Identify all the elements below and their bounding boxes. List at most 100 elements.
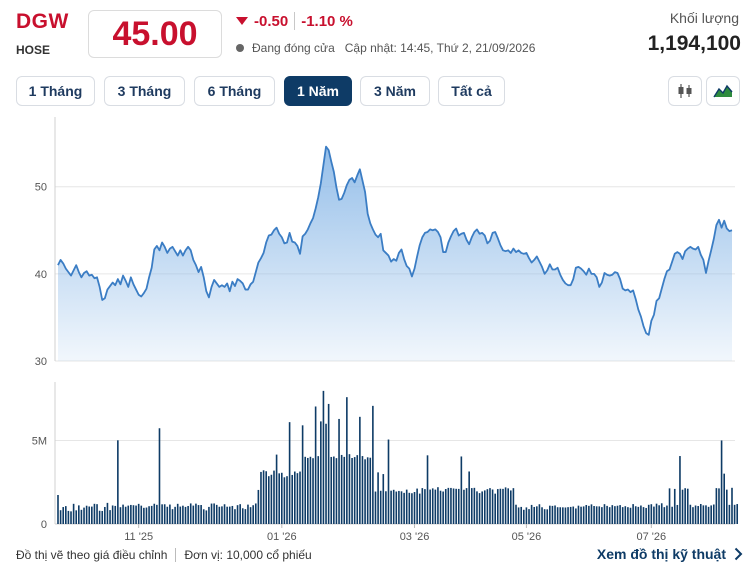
volume-bar <box>707 506 710 524</box>
volume-bar <box>70 511 72 524</box>
price-change-row: -0.50 -1.10 % <box>236 12 353 30</box>
volume-bar <box>637 506 640 524</box>
price-change-percent: -1.10 % <box>301 12 353 30</box>
technical-chart-link[interactable]: Xem đồ thị kỹ thuật <box>597 546 743 562</box>
volume-value: 1,194,100 <box>647 32 741 55</box>
volume-bar <box>582 506 585 524</box>
axes <box>54 117 735 528</box>
price-tick-label: 50 <box>35 182 47 194</box>
volume-bar <box>135 505 137 524</box>
range-button-3-years[interactable]: 3 Năm <box>360 76 430 106</box>
volume-bar <box>593 506 595 524</box>
volume-bar <box>72 503 75 524</box>
volume-bar <box>67 510 70 524</box>
volume-bar <box>390 490 392 524</box>
volume-bar <box>325 423 327 524</box>
mountain-chart-icon <box>713 84 733 98</box>
volume-bar <box>660 503 663 524</box>
volume-bar <box>408 492 411 524</box>
volume-bar <box>353 457 356 524</box>
volume-bar <box>416 488 418 524</box>
volume-bar <box>372 405 374 524</box>
volume-bar <box>694 505 697 524</box>
volume-bar <box>723 473 725 524</box>
volume-bar <box>260 471 262 524</box>
volume-bar <box>533 506 536 524</box>
volume-bar <box>247 504 249 524</box>
range-button-all[interactable]: Tất cả <box>438 76 505 106</box>
volume-bar <box>405 489 408 524</box>
volume-bar <box>377 472 379 524</box>
volume-bar <box>457 488 460 524</box>
volume-bar <box>132 505 135 524</box>
volume-bar <box>174 506 176 524</box>
range-button-6-months[interactable]: 6 Tháng <box>194 76 275 106</box>
volume-bar <box>202 509 205 524</box>
technical-chart-link-label: Xem đồ thị kỹ thuật <box>596 546 726 562</box>
volume-bar <box>499 488 502 524</box>
volume-bar <box>619 505 621 524</box>
volume-bar <box>62 507 65 524</box>
volume-bar <box>465 488 468 524</box>
volume-bar <box>483 490 486 524</box>
volume-bar <box>614 506 616 524</box>
volume-bar <box>473 487 476 524</box>
volume-bar <box>647 504 650 524</box>
volume-bar <box>148 506 150 524</box>
volume-bar <box>712 504 715 524</box>
volume-bar <box>512 488 515 524</box>
volume-bar <box>195 503 197 524</box>
volume-bar <box>572 506 575 524</box>
volume-bar <box>356 455 359 524</box>
volume-bar <box>632 504 634 524</box>
volume-bar <box>588 505 590 524</box>
adjusted-price-note: Đồ thị vẽ theo giá điều chỉnh <box>16 548 168 562</box>
volume-bar <box>455 488 457 524</box>
volume-bar <box>364 459 366 524</box>
volume-bar <box>223 504 226 524</box>
volume-bar <box>140 505 143 524</box>
volume-bar <box>163 504 166 524</box>
volume-bar <box>621 507 624 524</box>
volume-bar <box>655 503 658 524</box>
market-status-row: Đang đóng cửa Cập nhật: 14:45, Thứ 2, 21… <box>236 41 535 55</box>
volume-bar <box>283 477 286 524</box>
volume-bar <box>348 454 351 524</box>
volume-bar <box>530 504 533 524</box>
divider <box>175 548 177 562</box>
range-button-1-year[interactable]: 1 Năm <box>284 76 352 106</box>
volume-bar <box>218 506 221 524</box>
volume-bar <box>692 507 694 524</box>
price-change: -0.50 <box>254 12 289 30</box>
volume-bar <box>254 503 257 524</box>
volume-bar <box>366 457 369 524</box>
volume-bar <box>733 504 736 524</box>
volume-bar <box>554 505 556 524</box>
volume-bar <box>158 428 161 524</box>
candlestick-button[interactable] <box>668 76 702 106</box>
volume-bar <box>265 471 267 524</box>
volume-bar <box>59 510 62 524</box>
volume-tick-label: 0 <box>41 519 47 531</box>
area-chart-button[interactable] <box>706 76 740 106</box>
volume-bar <box>559 507 562 524</box>
volume-bar <box>736 504 739 524</box>
volume-bar <box>606 505 608 524</box>
market-status: Đang đóng cửa <box>252 41 335 55</box>
range-button-1-month[interactable]: 1 Tháng <box>16 76 95 106</box>
volume-bar <box>668 488 671 524</box>
volume-bar <box>299 471 301 524</box>
volume-bar <box>489 488 491 524</box>
volume-bar <box>663 507 666 524</box>
volume-bar <box>343 456 346 524</box>
volume-bar <box>351 458 353 524</box>
volume-bar <box>273 470 275 524</box>
volume-bar <box>75 510 78 524</box>
volume-bar <box>653 506 655 524</box>
volume-bar <box>502 488 504 524</box>
volume-bar <box>450 487 452 524</box>
volume-bar <box>387 439 390 524</box>
volume-bar <box>431 488 434 524</box>
range-button-3-months[interactable]: 3 Tháng <box>104 76 185 106</box>
volume-bar <box>117 440 119 524</box>
